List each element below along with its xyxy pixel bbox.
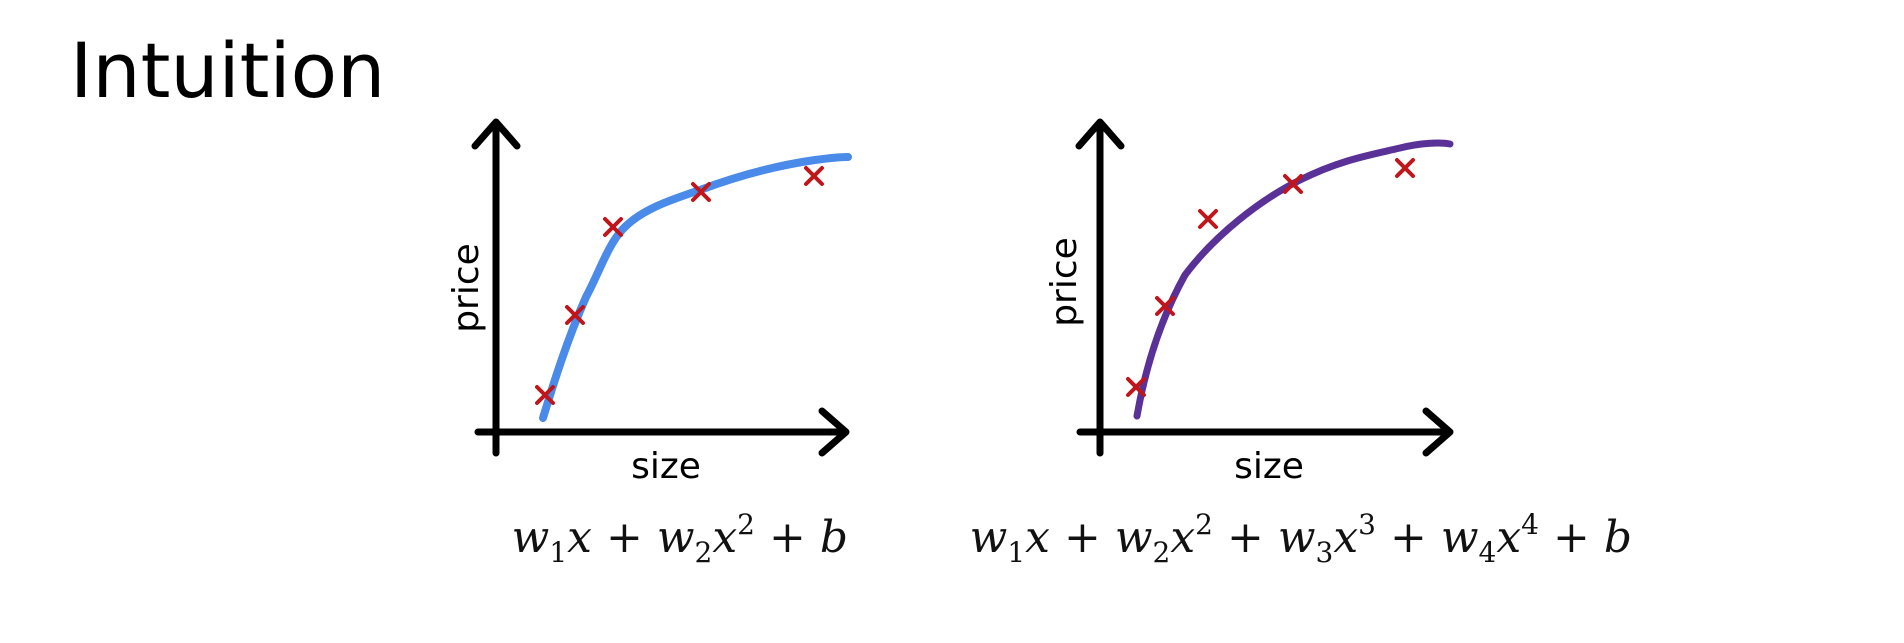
axes-right	[1075, 118, 1454, 457]
formula-term-op: +	[1213, 512, 1278, 563]
formula-term-sub: 3	[1316, 536, 1334, 569]
axes-left	[471, 118, 850, 457]
data-point	[1395, 158, 1415, 178]
formula-term-var: w	[970, 512, 1008, 563]
formula-term-op: +	[1376, 512, 1441, 563]
x-axis-label-left: size	[631, 446, 701, 487]
y-arrowhead-left	[471, 118, 521, 150]
y-axis-label-right: price	[1044, 237, 1085, 327]
formula-term-sub: 2	[1153, 536, 1171, 569]
data-point	[1155, 296, 1175, 316]
formula-term-var: w	[1115, 512, 1153, 563]
slide-title: Intuition	[70, 26, 386, 115]
formula-term-var: x	[567, 512, 592, 563]
data-point	[1283, 174, 1303, 194]
formula-term-var: w	[1441, 512, 1479, 563]
formula-term-sub: 1	[1007, 536, 1025, 569]
data-point	[1198, 209, 1218, 229]
formula-term-var: x	[1333, 512, 1358, 563]
data-point	[565, 305, 585, 325]
formula-term-op: +	[1050, 512, 1115, 563]
fit-curve-right	[1133, 139, 1454, 420]
formula-term-sup: 2	[737, 508, 755, 541]
plot-left: price size w1x + w2x2 + b	[446, 118, 852, 569]
formula-term-op: +	[1539, 512, 1604, 563]
formula-left: w1x + w2x2 + b	[512, 508, 848, 569]
data-point	[603, 217, 623, 237]
formula-term-var: w	[657, 512, 695, 563]
formula-term-sup: 3	[1358, 508, 1376, 541]
x-arrowhead-left	[818, 407, 850, 457]
data-point	[691, 182, 711, 202]
formula-term-var: x	[712, 512, 737, 563]
formula-term-var: w	[512, 512, 550, 563]
formula-term-op: +	[755, 512, 820, 563]
formula-term-var: x	[1170, 512, 1195, 563]
data-point	[535, 385, 555, 405]
formula-term-var: b	[820, 512, 848, 563]
formula-term-sub: 4	[1479, 536, 1497, 569]
formula-term-sub: 2	[695, 536, 713, 569]
formula-right: w1x + w2x2 + w3x3 + w4x4 + b	[970, 508, 1632, 569]
y-arrowhead-right	[1075, 118, 1125, 150]
data-markers-right	[1126, 158, 1415, 397]
formula-term-var: x	[1496, 512, 1521, 563]
y-axis-label-left: price	[446, 243, 487, 333]
formula-term-var: w	[1278, 512, 1316, 563]
formula-term-var: x	[1025, 512, 1050, 563]
formula-term-op: +	[592, 512, 657, 563]
x-arrowhead-right	[1422, 407, 1454, 457]
data-point	[804, 166, 824, 186]
formula-term-sup: 2	[1195, 508, 1213, 541]
formula-term-sup: 4	[1521, 508, 1539, 541]
formula-term-sub: 1	[549, 536, 567, 569]
data-markers-left	[535, 166, 824, 405]
x-axis-label-right: size	[1234, 446, 1304, 487]
data-point	[1126, 377, 1146, 397]
fit-curve-left	[539, 153, 852, 422]
plot-right: price size w1x + w2x2 + w3x3 + w4x4 + b	[970, 118, 1632, 569]
formula-term-var: b	[1604, 512, 1632, 563]
